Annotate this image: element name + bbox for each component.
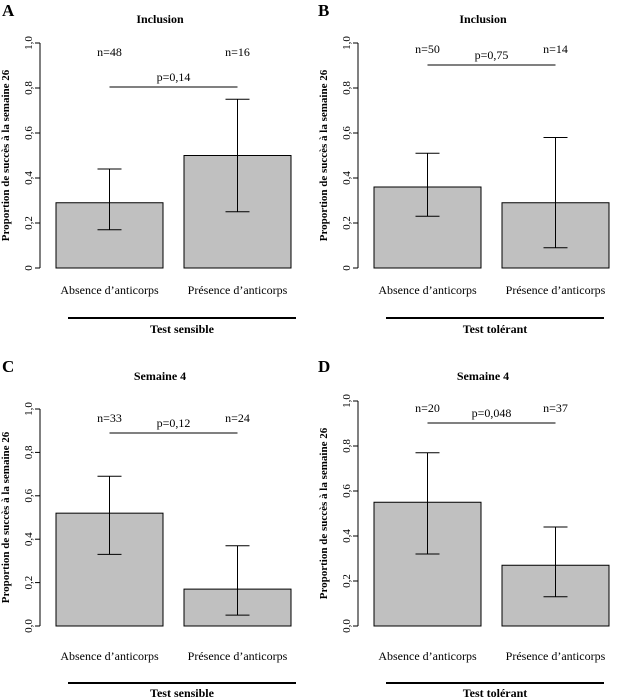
- y-tick-label: 1,0: [23, 36, 35, 50]
- y-tick-label: 0,4: [341, 529, 353, 543]
- y-tick-label: 0,4: [23, 532, 35, 546]
- panel-d: D Semaine 4 0,0 0,2 0,4 0,6 0,8 1,0 Proportion d…: [318, 357, 610, 700]
- panel-a: A Inclusion 0 0,2 0,4 0,6 0,8 1,0 Proportion de …: [0, 1, 296, 336]
- panel-title: Semaine 4: [457, 369, 509, 383]
- n-label: n=20: [415, 401, 440, 415]
- y-tick-label: 0,6: [23, 126, 35, 140]
- category-label: Présence d’anticorps: [506, 283, 606, 297]
- pvalue-label: p=0,14: [157, 70, 191, 84]
- pvalue-label: p=0,048: [472, 406, 512, 420]
- y-tick-label: 0,0: [341, 619, 353, 633]
- panel-c: C Semaine 4 0,0 0,2 0,4 0,6 0,8 1,0 Proportion d…: [0, 357, 296, 700]
- y-tick-label: 0,0: [23, 619, 35, 633]
- panel-title: Inclusion: [136, 12, 184, 26]
- panel-letter: C: [2, 357, 14, 376]
- y-axis-title: Proportion de succès à la semaine 26: [318, 427, 330, 599]
- category-label: Absence d’anticorps: [378, 283, 477, 297]
- pvalue-label: p=0,12: [157, 416, 191, 430]
- panel-title: Inclusion: [459, 12, 507, 26]
- n-label: n=14: [543, 42, 568, 56]
- y-tick-label: 1,0: [341, 394, 353, 408]
- y-tick-label: 0: [23, 265, 35, 271]
- panel-letter: A: [2, 1, 15, 20]
- y-tick-label: 0,8: [23, 445, 35, 459]
- n-label: n=48: [97, 45, 122, 59]
- y-tick-label: 0,4: [23, 171, 35, 185]
- group-label: Test tolérant: [463, 686, 528, 700]
- n-label: n=16: [225, 45, 250, 59]
- y-tick-label: 0,4: [341, 171, 353, 185]
- panel-letter: B: [318, 1, 329, 20]
- pvalue-label: p=0,75: [475, 48, 509, 62]
- panel-b: B Inclusion 0 0,2 0,4 0,6 0,8 1,0 Proportion de …: [318, 1, 610, 336]
- y-axis-title: Proportion de succès à la semaine 26: [0, 69, 12, 241]
- panel-title: Semaine 4: [134, 369, 186, 383]
- y-tick-label: 0,8: [23, 81, 35, 95]
- n-label: n=33: [97, 411, 122, 425]
- category-label: Absence d’anticorps: [60, 283, 159, 297]
- y-tick-label: 0,6: [23, 488, 35, 502]
- group-label: Test sensible: [150, 686, 215, 700]
- y-tick-label: 0,2: [341, 574, 353, 588]
- y-tick-label: 0,8: [341, 439, 353, 453]
- y-tick-label: 0,2: [341, 216, 353, 230]
- y-tick-label: 0,6: [341, 126, 353, 140]
- n-label: n=37: [543, 401, 568, 415]
- category-label: Présence d’anticorps: [188, 283, 288, 297]
- y-tick-label: 0,2: [23, 576, 35, 590]
- y-tick-label: 0,2: [23, 216, 35, 230]
- category-label: Absence d’anticorps: [378, 649, 477, 663]
- y-tick-label: 0: [341, 265, 353, 271]
- y-tick-label: 0,6: [341, 484, 353, 498]
- group-label: Test sensible: [150, 322, 215, 336]
- y-tick-label: 0,8: [341, 81, 353, 95]
- n-label: n=24: [225, 411, 250, 425]
- y-axis-title: Proportion de succès à la semaine 26: [0, 431, 12, 603]
- category-label: Présence d’anticorps: [506, 649, 606, 663]
- n-label: n=50: [415, 42, 440, 56]
- panel-letter: D: [318, 357, 330, 376]
- y-tick-label: 1,0: [23, 402, 35, 416]
- category-label: Absence d’anticorps: [60, 649, 159, 663]
- y-axis-title: Proportion de succès à la semaine 26: [318, 69, 330, 241]
- group-label: Test tolérant: [463, 322, 528, 336]
- y-tick-label: 1,0: [341, 36, 353, 50]
- category-label: Présence d’anticorps: [188, 649, 288, 663]
